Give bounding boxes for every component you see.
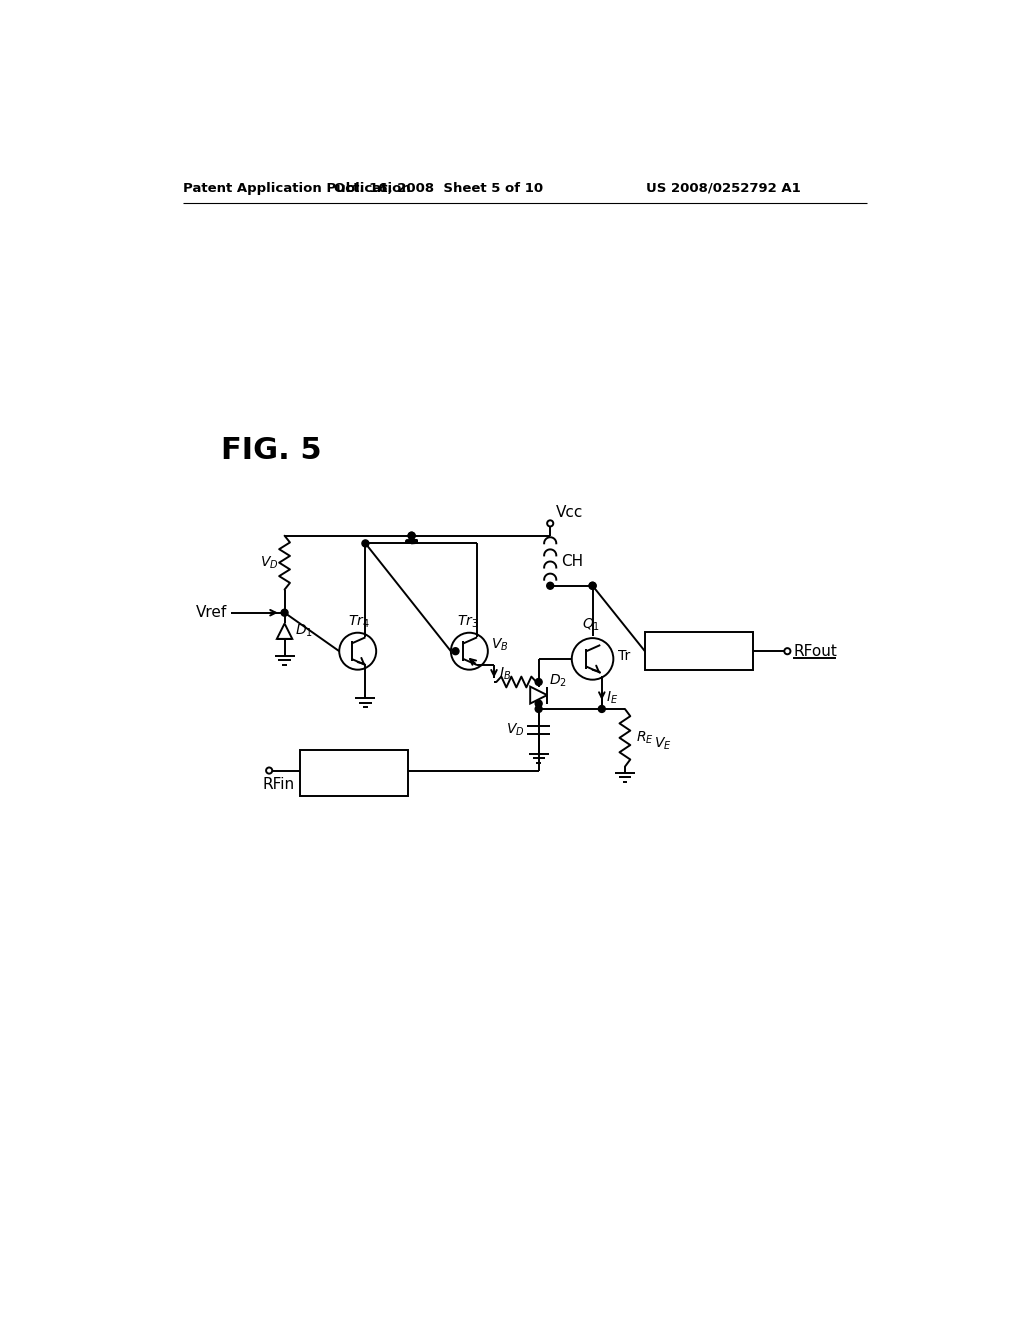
Text: $D_2$: $D_2$ (550, 672, 567, 689)
Bar (645, 632, 753, 671)
Polygon shape (530, 686, 547, 704)
Bar (300, 750, 408, 796)
Circle shape (547, 582, 554, 589)
Text: $I_B$: $I_B$ (499, 667, 511, 682)
Text: Oct. 16, 2008  Sheet 5 of 10: Oct. 16, 2008 Sheet 5 of 10 (334, 182, 543, 194)
Circle shape (536, 700, 542, 708)
Circle shape (361, 540, 369, 546)
Text: Tr: Tr (617, 649, 630, 663)
Text: $V_D$: $V_D$ (260, 554, 279, 570)
Text: $Tr_3$: $Tr_3$ (457, 614, 478, 630)
Circle shape (266, 767, 272, 774)
Text: US 2008/0252792 A1: US 2008/0252792 A1 (646, 182, 801, 194)
Text: Patent Application Publication: Patent Application Publication (183, 182, 411, 194)
Text: CH: CH (561, 554, 583, 569)
Text: $D_1$: $D_1$ (295, 623, 313, 639)
Text: RF MATCHING: RF MATCHING (306, 766, 401, 780)
Circle shape (547, 520, 553, 527)
Text: RFout: RFout (794, 644, 838, 659)
Text: $V_B$: $V_B$ (490, 636, 509, 653)
Text: $I_E$: $I_E$ (606, 690, 618, 706)
Text: $R_E$: $R_E$ (636, 729, 653, 746)
Text: $Q_1$: $Q_1$ (582, 616, 600, 634)
Text: Vref: Vref (196, 605, 226, 620)
Text: $Tr_4$: $Tr_4$ (348, 614, 370, 630)
Text: FIG. 5: FIG. 5 (221, 436, 322, 465)
Circle shape (536, 678, 542, 685)
Text: $V_E$: $V_E$ (654, 735, 672, 752)
Circle shape (409, 532, 415, 539)
Circle shape (784, 648, 791, 655)
Polygon shape (276, 623, 292, 639)
Text: $V_D$: $V_D$ (506, 722, 524, 738)
Text: RFin: RFin (263, 777, 295, 792)
Text: Vcc: Vcc (556, 506, 583, 520)
Text: RF MATCHING: RF MATCHING (651, 644, 746, 659)
Circle shape (409, 532, 415, 539)
Circle shape (589, 582, 596, 589)
Circle shape (536, 705, 542, 713)
Circle shape (282, 610, 288, 616)
Circle shape (452, 648, 459, 655)
Circle shape (589, 582, 596, 589)
Circle shape (598, 705, 605, 713)
